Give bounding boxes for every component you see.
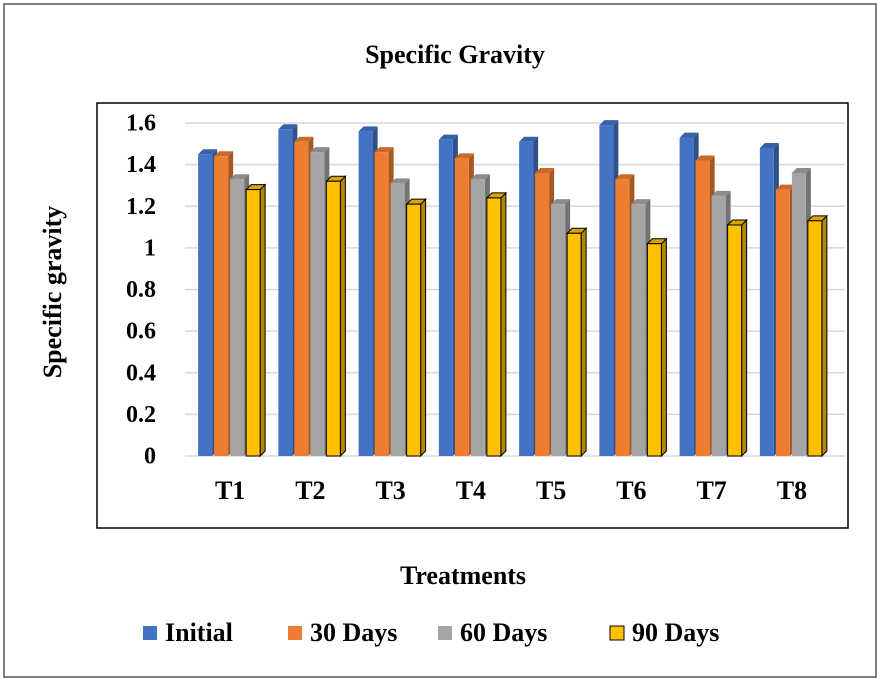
bar (679, 137, 694, 456)
bar (470, 179, 485, 456)
bar (198, 154, 213, 456)
bar-top (198, 149, 218, 155)
bar (791, 172, 806, 456)
bar (406, 203, 422, 457)
bar (566, 232, 582, 457)
bar (294, 141, 309, 456)
x-tick-label: T2 (295, 476, 325, 505)
bar (230, 179, 245, 456)
bar (727, 224, 743, 457)
x-axis-title: Treatments (400, 561, 526, 590)
chart-title: Specific Gravity (365, 40, 545, 69)
bar (454, 158, 469, 456)
legend-label: 60 Days (460, 618, 547, 647)
bar-side (741, 218, 748, 458)
x-tick-label: T8 (777, 476, 807, 505)
y-tick-label: 0.2 (126, 402, 156, 428)
bar-top (310, 147, 330, 153)
bar (310, 152, 325, 456)
bar (486, 197, 502, 457)
bar-side (821, 214, 828, 458)
x-tick-label: T6 (616, 476, 646, 505)
bar-top (519, 136, 539, 142)
bar (615, 179, 630, 456)
bar-top (535, 167, 555, 173)
bar (245, 189, 261, 457)
x-tick-label: T4 (456, 476, 486, 505)
legend-swatch (143, 626, 157, 640)
x-tick-label: T1 (215, 476, 245, 505)
bar (519, 141, 534, 456)
legend: Initial 30 Days 60 Days 90 Days (143, 618, 719, 647)
y-tick-label: 1.6 (126, 111, 156, 137)
bar (374, 152, 389, 456)
bar-side (500, 191, 507, 458)
bar-top (278, 124, 298, 130)
legend-swatch (438, 626, 452, 640)
bar (358, 131, 373, 456)
bar (631, 204, 646, 456)
bar (535, 172, 550, 456)
bar (807, 220, 823, 457)
legend-swatch (609, 625, 625, 641)
bar-top (294, 136, 314, 142)
bar-top (454, 153, 474, 159)
bar-top (470, 174, 490, 180)
bar-top (599, 120, 619, 126)
bar-side (259, 183, 266, 458)
bar (711, 195, 726, 456)
bar (214, 156, 229, 457)
bar-top (358, 126, 378, 132)
x-tick-label: T5 (536, 476, 566, 505)
bar-top (759, 142, 779, 148)
bar (390, 183, 405, 456)
legend-label: 90 Days (632, 618, 719, 647)
bar-side (420, 197, 427, 458)
bar-side (580, 227, 587, 458)
bar-top (438, 134, 458, 140)
y-tick-label: 1.2 (126, 194, 156, 220)
legend-swatch (288, 626, 302, 640)
bar-side (660, 237, 667, 458)
bar-top (374, 147, 394, 153)
bar (278, 129, 293, 456)
bar-top (551, 199, 571, 205)
bar-top (631, 199, 651, 205)
bar (646, 243, 662, 457)
y-tick-label: 1.4 (126, 152, 156, 178)
bar-top (615, 174, 635, 180)
y-tick-label: 1 (144, 235, 156, 261)
bar-top (230, 174, 250, 180)
y-axis-title: Specific gravity (38, 206, 67, 379)
bar-top (214, 151, 234, 157)
x-tick-label: T3 (375, 476, 405, 505)
legend-label: 30 Days (310, 618, 397, 647)
bar-top (679, 132, 699, 138)
bar (438, 139, 453, 456)
y-tick-label: 0 (144, 444, 156, 470)
bar-top (791, 167, 811, 173)
bar (759, 147, 774, 456)
bar-top (695, 155, 715, 161)
x-tick-label: T7 (696, 476, 726, 505)
bar (695, 160, 710, 456)
bar-top (390, 178, 410, 184)
y-tick-label: 0.8 (126, 277, 156, 303)
legend-label: Initial (165, 618, 233, 647)
bar (775, 189, 790, 456)
bar-top (711, 190, 731, 196)
bar (325, 180, 341, 457)
bar (551, 204, 566, 456)
y-tick-label: 0.6 (126, 319, 156, 345)
bar-side (339, 175, 346, 458)
bar-top (775, 184, 795, 190)
bar (599, 125, 614, 457)
y-tick-label: 0.4 (126, 360, 156, 386)
